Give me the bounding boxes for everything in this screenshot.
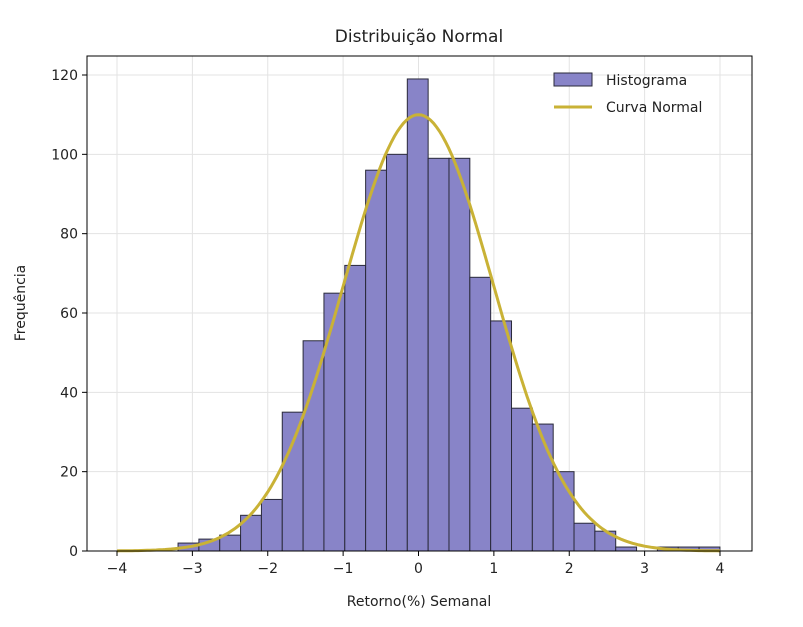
- x-tick-label: 3: [640, 561, 649, 577]
- histogram-bar: [490, 320, 513, 552]
- y-tick-label: 60: [60, 306, 78, 322]
- legend: Histograma Curva Normal: [553, 72, 702, 116]
- chart-title: Distribuição Normal: [335, 27, 503, 47]
- x-tick-label: −2: [257, 561, 278, 577]
- y-tick-label: 100: [51, 147, 78, 163]
- histogram-bar: [448, 157, 471, 552]
- histogram-bar: [302, 340, 325, 552]
- histogram-bar: [615, 546, 638, 552]
- y-tick-label: 80: [60, 227, 78, 243]
- y-tick-label: 120: [51, 68, 78, 84]
- histogram-bar: [323, 292, 346, 552]
- histogram-bar: [511, 407, 533, 552]
- legend-swatch-histogram: [553, 72, 593, 87]
- y-tick-label: 20: [60, 465, 78, 481]
- y-axis-ticks: 0 20 40 60 80 100 120: [51, 68, 87, 560]
- x-tick-label: −1: [333, 561, 354, 577]
- histogram-bar: [281, 411, 304, 552]
- histogram-bar: [385, 153, 408, 552]
- normal-curve: [116, 113, 721, 553]
- x-tick-label: 2: [565, 561, 574, 577]
- histogram-bar: [427, 157, 450, 552]
- histogram-bar: [469, 276, 492, 552]
- x-axis-label: Retorno(%) Semanal: [347, 594, 491, 610]
- histogram-bar: [260, 498, 283, 552]
- histogram-bar: [406, 78, 429, 552]
- histogram-bar: [573, 522, 596, 552]
- x-axis-ticks: −4 −3 −2 −1 0 1 2 3 4: [107, 551, 725, 577]
- histogram-bar: [531, 423, 554, 552]
- y-tick-label: 0: [69, 544, 78, 560]
- y-axis-label: Frequência: [13, 265, 29, 342]
- legend-label-curve: Curva Normal: [606, 100, 702, 116]
- histogram-bars: [177, 78, 721, 552]
- legend-label-histogram: Histograma: [606, 73, 687, 89]
- plot-frame: [86, 55, 753, 552]
- x-tick-label: −4: [107, 561, 128, 577]
- x-tick-label: 0: [414, 561, 423, 577]
- normal-curve-line: [116, 113, 721, 553]
- x-tick-label: −3: [182, 561, 203, 577]
- histogram-bar: [365, 169, 387, 552]
- x-tick-label: 1: [489, 561, 498, 577]
- histogram-bar: [344, 264, 367, 552]
- x-tick-label: 4: [716, 561, 725, 577]
- y-tick-label: 40: [60, 385, 78, 401]
